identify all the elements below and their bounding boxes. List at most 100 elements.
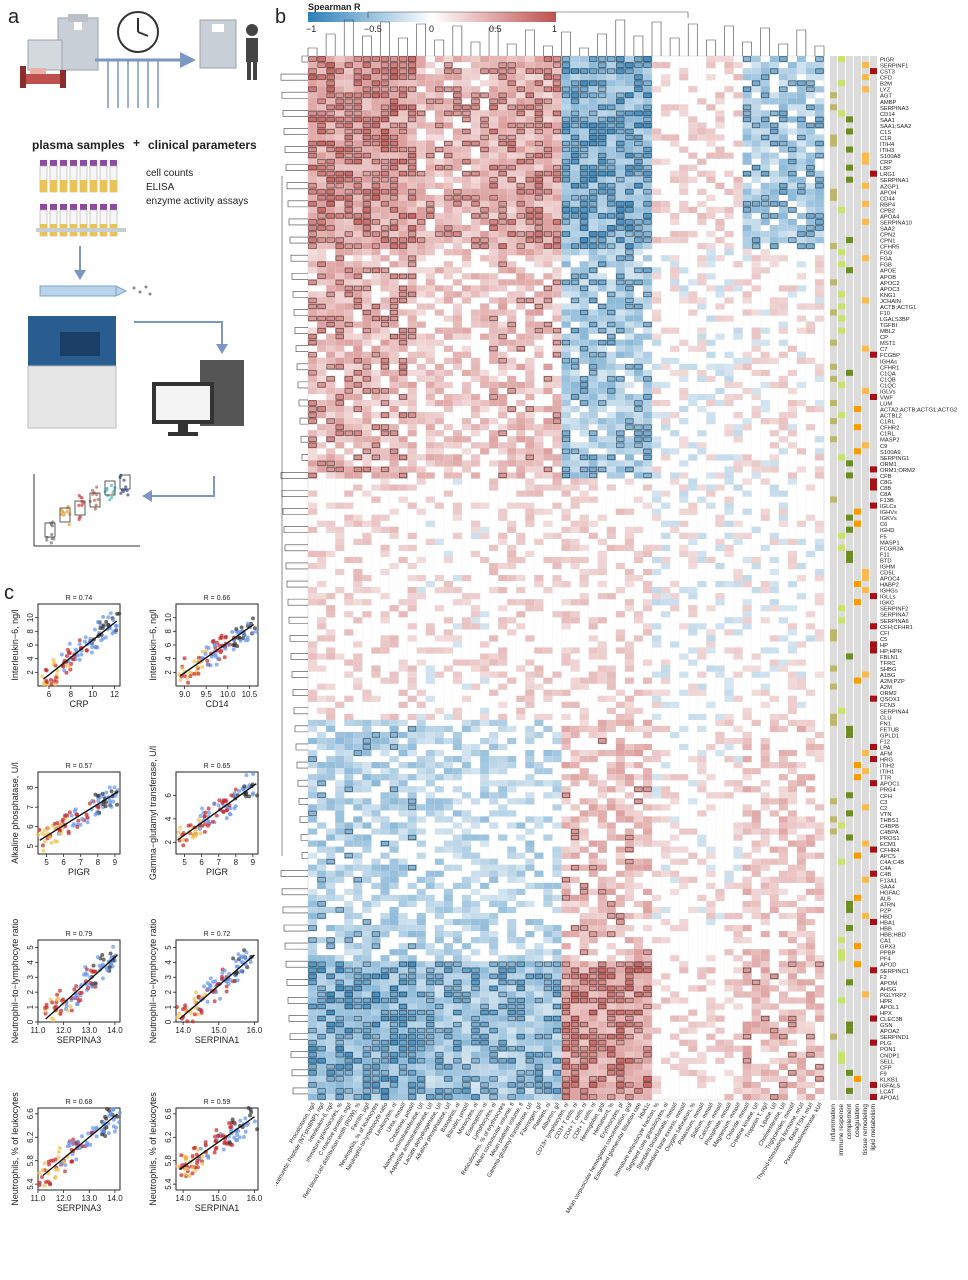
heatmap-cell (652, 333, 662, 340)
heatmap-cell (633, 321, 644, 328)
heatmap-cell (525, 285, 535, 292)
heatmap-cell (534, 442, 544, 449)
heatmap-cell (561, 279, 571, 286)
heatmap-cell (498, 424, 508, 431)
heatmap-cell (461, 436, 472, 443)
heatmap-cell (633, 80, 644, 87)
heatmap-cell (769, 454, 779, 461)
heatmap-cell (452, 351, 463, 358)
heatmap-cell (606, 762, 616, 769)
heatmap-cell (389, 206, 399, 214)
heatmap-cell (543, 532, 553, 539)
heatmap-cell (389, 303, 399, 310)
heatmap-cell (507, 164, 517, 171)
heatmap-cell (633, 689, 644, 696)
heatmap-cell (516, 116, 526, 123)
heatmap-cell (606, 369, 616, 377)
heatmap-cell (570, 237, 580, 244)
heatmap-cell (633, 158, 644, 165)
heatmap-cell (814, 599, 825, 606)
heatmap-cell (769, 719, 779, 727)
heatmap-cell (543, 556, 553, 564)
heatmap-cell (697, 749, 707, 757)
heatmap-cell (362, 285, 372, 292)
heatmap-cell (516, 502, 526, 509)
heatmap-cell (606, 677, 616, 684)
heatmap-cell (317, 255, 327, 262)
significance-box (353, 80, 362, 86)
heatmap-cell (353, 243, 363, 250)
heatmap-cell (615, 152, 626, 159)
heatmap-cell (742, 581, 752, 588)
heatmap-cell (425, 430, 435, 437)
heatmap-cell (661, 381, 671, 389)
significance-box (625, 128, 634, 134)
heatmap-cell (561, 200, 571, 208)
heatmap-cell (398, 212, 408, 220)
heatmap-cell (724, 152, 734, 159)
heatmap-cell (371, 170, 381, 177)
heatmap-cell (534, 430, 544, 437)
heatmap-cell (805, 774, 816, 781)
heatmap-cell (525, 194, 535, 202)
significance-box (380, 104, 389, 110)
heatmap-cell (480, 243, 490, 250)
significance-box (399, 122, 408, 128)
heatmap-cell (597, 212, 607, 220)
heatmap-cell (380, 731, 390, 739)
heatmap-cell (371, 369, 381, 377)
significance-box (534, 237, 543, 243)
heatmap-cell (434, 418, 444, 425)
heatmap-cell (362, 436, 372, 443)
significance-box (371, 92, 380, 98)
heatmap-cell (398, 780, 408, 787)
heatmap-cell (470, 224, 481, 232)
heatmap-cell (805, 635, 816, 642)
significance-box (562, 430, 570, 436)
heatmap-cell (470, 623, 481, 630)
significance-box (326, 225, 335, 231)
heatmap-cell (326, 762, 336, 769)
heatmap-cell (434, 134, 444, 141)
significance-box (562, 116, 570, 122)
significance-box (308, 56, 317, 62)
heatmap-cell (489, 98, 499, 105)
heatmap-cell (733, 671, 743, 678)
heatmap-cell (507, 200, 517, 208)
heatmap-cell (624, 152, 635, 159)
heatmap-cell (588, 146, 598, 153)
heatmap-cell (407, 182, 417, 189)
heatmap-cell (353, 321, 363, 328)
heatmap-cell (805, 110, 816, 117)
heatmap-cell (389, 774, 399, 781)
heatmap-cell (534, 780, 544, 787)
heatmap-cell (480, 406, 490, 413)
heatmap-cell (335, 86, 345, 93)
heatmap-cell (688, 611, 698, 618)
significance-box (797, 135, 806, 140)
heatmap-cell (633, 110, 644, 117)
significance-box (417, 219, 426, 225)
heatmap-cell (525, 381, 535, 389)
heatmap-cell (670, 701, 680, 708)
heatmap-cell (335, 291, 345, 298)
heatmap-cell (543, 243, 553, 250)
heatmap-cell (380, 116, 390, 123)
heatmap-cell (688, 176, 698, 183)
significance-box (516, 122, 525, 128)
heatmap-cell (624, 526, 635, 533)
heatmap-cell (805, 224, 816, 232)
heatmap-cell (516, 128, 526, 135)
heatmap-cell (661, 671, 671, 678)
significance-box (525, 207, 534, 213)
heatmap-cell (534, 484, 544, 491)
heatmap-cell (534, 647, 544, 654)
correlation-heatmap: PIGRSERPINF1CST3CFDB2MLYZAGTAMBPSERPINA3… (276, 11, 957, 1236)
heatmap-cell (552, 339, 562, 346)
heatmap-cell (470, 237, 481, 244)
significance-box (326, 237, 335, 243)
heatmap-cell (814, 520, 825, 527)
heatmap-cell (308, 261, 318, 268)
significance-box (326, 86, 335, 92)
heatmap-cell (398, 309, 408, 316)
